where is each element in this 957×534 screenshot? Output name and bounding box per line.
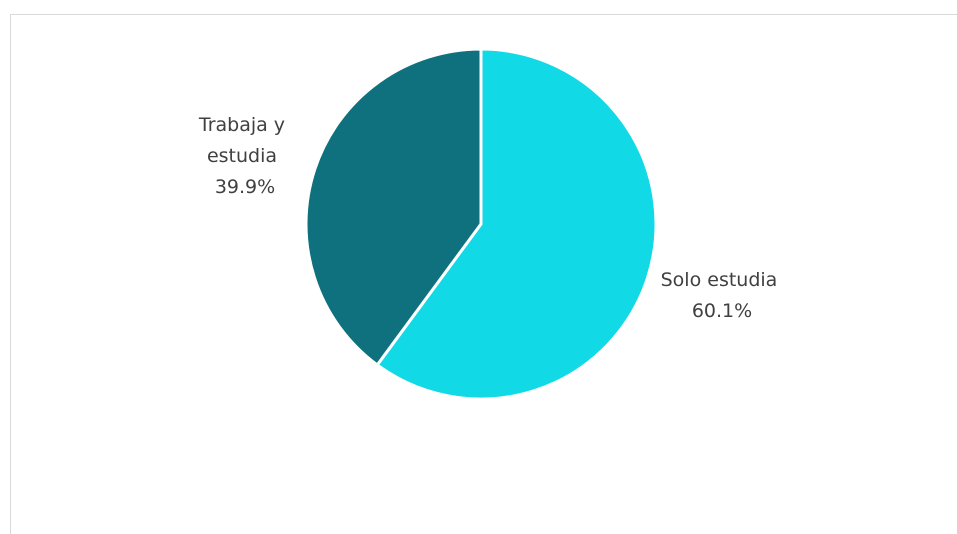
pie-chart: Solo estudia 60.1% Trabaja y estudia 39.… bbox=[198, 47, 784, 401]
slice-label-trabaja-percent: 39.9% bbox=[215, 176, 275, 198]
pie-slice-solo-estudia bbox=[375, 47, 658, 401]
slice-label-solo-estudia: Solo estudia 60.1% bbox=[661, 269, 784, 322]
chart-frame bbox=[10, 14, 957, 534]
slice-label-trabaja-line1: Trabaja y bbox=[198, 114, 285, 136]
slice-label-solo-estudia-name: Solo estudia bbox=[661, 269, 778, 291]
slice-label-trabaja-y-estudia: Trabaja y estudia 39.9% bbox=[198, 114, 291, 198]
pie-slices bbox=[304, 47, 658, 401]
slice-label-solo-estudia-percent: 60.1% bbox=[692, 300, 752, 322]
slice-label-trabaja-line2: estudia bbox=[207, 145, 277, 167]
pie-slice-trabaja-y-estudia bbox=[304, 47, 483, 367]
